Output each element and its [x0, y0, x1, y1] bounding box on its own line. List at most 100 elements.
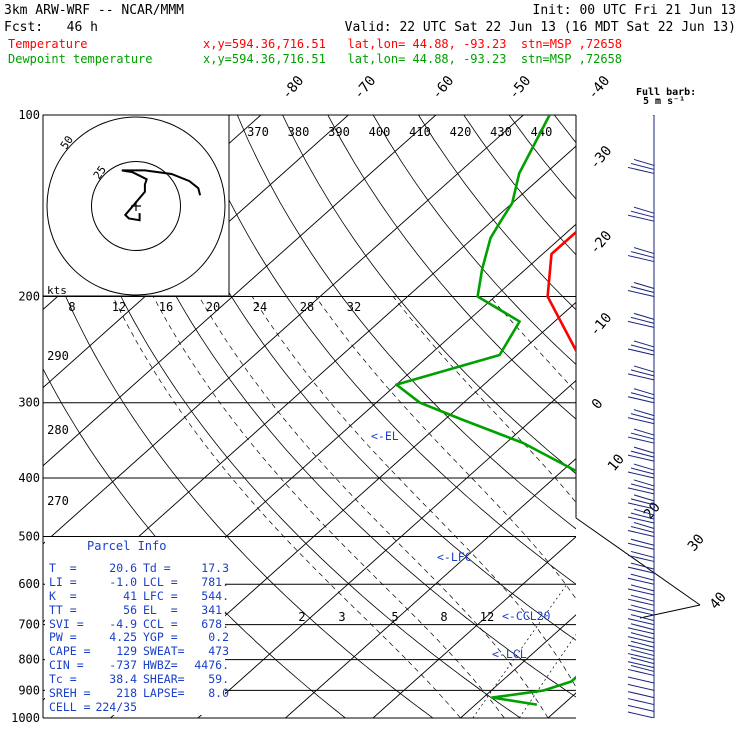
theta-label: 400	[369, 125, 391, 139]
theta-label: 370	[247, 125, 269, 139]
isotherm-label: -80	[279, 73, 308, 103]
wind-barb	[627, 516, 655, 524]
wind-barb	[630, 594, 655, 602]
parcel-info-cell: CAPE =	[49, 644, 91, 659]
wind-panel: Full barb: 5 m s⁻¹	[627, 87, 696, 718]
isotherm-label: -70	[351, 73, 380, 103]
isotherm-label: 40	[707, 589, 730, 612]
wind-barb	[627, 396, 655, 404]
wind-barb	[627, 627, 655, 635]
parcel-info-cell: TT =	[49, 602, 77, 617]
wind-barb	[633, 479, 655, 487]
wind-barb	[630, 210, 655, 218]
parcel-info-cell: 4.25	[109, 630, 137, 645]
wind-barb	[627, 554, 655, 562]
wind-barb	[627, 320, 655, 328]
parcel-info-row: T = 20.6 Td = 17.3	[49, 561, 229, 575]
plot-right-edge	[575, 517, 701, 619]
parcel-info-cell: Tc =	[49, 672, 77, 687]
parcel-info-cell: LCL =	[143, 574, 178, 589]
mixing-ratio-label: 2	[298, 610, 305, 624]
dry-adiabat	[418, 115, 576, 311]
valid-time: Valid: 22 UTC Sat 22 Jun 13 (16 MDT Sat …	[345, 20, 736, 35]
wind-barb	[630, 562, 655, 570]
wind-barb	[630, 316, 655, 324]
parcel-info-cell: EL =	[143, 602, 178, 617]
wind-barb	[627, 588, 655, 596]
pressure-tick-label: 300	[18, 396, 40, 410]
parcel-info-row: Tc = 38.4 SHEAR= 59.	[49, 672, 229, 687]
wind-barb	[627, 598, 655, 606]
parcel-info-cell: LAPSE=	[143, 686, 185, 701]
dry-adiabat	[191, 115, 576, 585]
wind-barb	[627, 608, 655, 616]
hodograph-unit-label: kts	[47, 284, 67, 297]
wind-barb	[630, 450, 655, 458]
wind-barb	[627, 676, 655, 684]
forecast-hour: Fcst: 46 h	[4, 20, 98, 35]
isotherm-line	[460, 614, 576, 718]
hodograph-speed-label: 20	[206, 300, 220, 314]
dewpoint-legend: Dewpoint temperature	[8, 52, 153, 66]
pressure-tick-label: 1000	[11, 711, 40, 725]
theta-side-label: 280	[47, 423, 69, 437]
parcel-info-cell: SVI =	[49, 616, 84, 631]
wind-barb	[627, 566, 655, 574]
wind-barb	[633, 206, 655, 214]
dry-adiabat	[282, 115, 576, 475]
pressure-tick-label: 200	[18, 290, 40, 304]
wind-barb	[630, 512, 655, 520]
wind-barb	[630, 664, 655, 672]
model-title: 3km ARW-WRF -- NCAR/MMM	[4, 3, 184, 18]
isotherm-line	[723, 115, 740, 718]
isotherm-line	[43, 115, 524, 545]
isotherm-label: -60	[429, 73, 458, 103]
wind-barb	[630, 538, 655, 546]
wind-barb	[627, 348, 655, 356]
isotherm-line	[285, 458, 576, 718]
wind-barb	[630, 632, 655, 640]
wind-barb	[627, 255, 655, 263]
parcel-info-row: CELL = 224/35	[49, 700, 225, 714]
isotherm-label: -50	[506, 73, 535, 103]
isotherm-label: 30	[685, 531, 708, 554]
parcel-level-label: <-LCL	[492, 647, 527, 661]
wind-barb	[633, 158, 655, 166]
parcel-info-cell: 56	[123, 602, 137, 617]
parcel-info-row: K = 41 LFC = 544.	[49, 588, 229, 603]
wind-barb	[630, 550, 655, 558]
wind-barb	[627, 618, 655, 626]
parcel-info-cell: LI =	[49, 574, 77, 589]
mixing-ratio-label: 12	[480, 610, 494, 624]
parcel-info-cell: K =	[49, 588, 77, 603]
parcel-info-cell: CCL =	[143, 616, 178, 631]
wind-barb	[630, 623, 655, 631]
isotherm-line	[43, 115, 349, 389]
parcel-info-cell: PW =	[49, 630, 77, 645]
wind-barb	[627, 529, 655, 537]
parcel-info-cell: SWEAT=	[143, 644, 185, 659]
parcel-info-cell: -4.9	[109, 616, 137, 631]
wind-barb	[630, 467, 655, 475]
wind-barb	[633, 247, 655, 255]
wind-barb	[630, 640, 655, 648]
hodograph: 50 25 kts	[42, 114, 230, 297]
dry-adiabat	[327, 115, 576, 420]
hodograph-speed-label: 16	[159, 300, 173, 314]
dry-adiabat	[372, 115, 576, 366]
wind-barb	[627, 454, 655, 462]
hodograph-speed-label: 12	[112, 300, 126, 314]
wind-barb	[633, 388, 655, 396]
hodograph-speed-label: 28	[300, 300, 314, 314]
wind-barb	[630, 483, 655, 491]
theta-label: 390	[328, 125, 350, 139]
parcel-info-cell: SREH =	[49, 686, 91, 701]
pressure-tick-label: 400	[18, 471, 40, 485]
wind-barb	[630, 432, 655, 440]
dry-adiabat	[736, 115, 740, 718]
wind-barb	[630, 584, 655, 592]
theta-label: 430	[490, 125, 512, 139]
wind-barb	[633, 494, 655, 502]
moist-adiabat	[611, 297, 740, 719]
isotherm-line	[43, 115, 437, 467]
